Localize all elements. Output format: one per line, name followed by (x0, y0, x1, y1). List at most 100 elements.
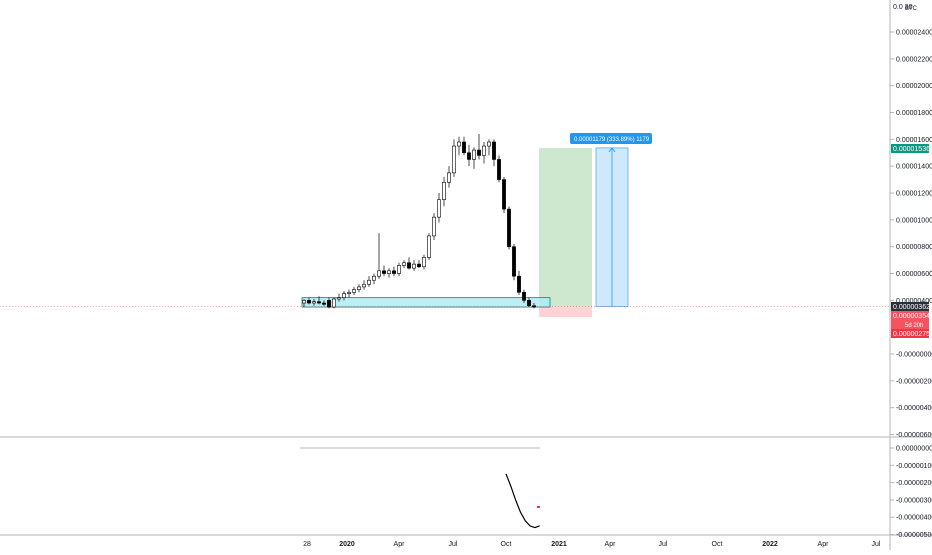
long-position-target-zone[interactable] (539, 147, 592, 307)
candle (362, 280, 366, 290)
price-tick-label: 0.00001800 (896, 110, 932, 117)
candle (302, 298, 306, 308)
price-tick-label: 0.00000600 (896, 271, 932, 278)
price-tick-label: 0.00002400 (896, 30, 932, 37)
candle (402, 260, 406, 269)
indicator-tick-label: -0.00000100 (896, 463, 932, 470)
candle-body (447, 172, 451, 183)
candle (382, 265, 386, 277)
candle (327, 297, 331, 309)
indicator-tick-label: -0.00000500 (896, 532, 932, 539)
candle-body (467, 152, 471, 160)
candle-body (357, 286, 361, 290)
candle (422, 254, 426, 270)
currency-label: BTC (905, 6, 918, 12)
time-tick-label: Jul (659, 541, 668, 548)
candle-body (347, 291, 351, 294)
candle (457, 136, 461, 156)
time-tick-label: Apr (605, 541, 617, 548)
indicator-tick-label: 0.00000000 (896, 446, 932, 453)
measure-tooltip-bg (570, 133, 652, 144)
stop-price-tag[interactable]: 0.00000275 (891, 329, 930, 338)
candle-body (332, 298, 336, 308)
entry-price-text: 0.00000354 (893, 313, 930, 320)
price-tick-label: 0.00001400 (896, 164, 932, 171)
candle-body (377, 270, 381, 277)
indicator-layer (300, 447, 540, 529)
indicator-tick-label: -0.00000300 (896, 497, 932, 504)
candle (462, 136, 466, 156)
candle (532, 303, 536, 309)
candle (512, 243, 516, 281)
candle (307, 297, 311, 305)
candle (522, 289, 526, 304)
candle (412, 260, 416, 271)
price-tick-label: 0.00002200 (896, 56, 932, 63)
time-tick-label: Jul (872, 541, 881, 548)
candle-body (362, 283, 366, 288)
candle-body (402, 262, 406, 266)
entry-price-tag-bg (891, 311, 929, 320)
candle (347, 289, 351, 298)
candle-body (457, 141, 461, 147)
candle-body (522, 291, 526, 301)
candle-body (452, 145, 456, 174)
candle (397, 262, 401, 277)
candle (312, 298, 316, 306)
candle (527, 297, 531, 308)
candle (357, 284, 361, 293)
stop-price-tag-bg (891, 329, 929, 338)
indicator-line (505, 473, 540, 529)
candle-body (517, 275, 521, 293)
candle (387, 268, 391, 278)
candle (317, 296, 321, 305)
candle-body (482, 145, 486, 156)
candle (392, 266, 396, 277)
current-price-text: 0.00000362 (893, 304, 930, 311)
candle (427, 233, 431, 261)
price-tick-label: 0.00001000 (896, 217, 932, 224)
candle-body (462, 141, 466, 154)
candle (502, 176, 506, 214)
time-tick-label: 28 (303, 541, 311, 548)
candle (497, 155, 501, 183)
long-position-stop-zone[interactable] (539, 306, 592, 318)
measure-tooltip[interactable]: 0.00001179 (333.89%) 1179 (570, 133, 652, 144)
candle (332, 297, 336, 309)
target-price-tag-bg (891, 144, 929, 153)
indicator-tick-label: -0.00000400 (896, 515, 932, 522)
candle (517, 270, 521, 295)
candle-body (392, 270, 396, 274)
indicator-marker (537, 506, 540, 508)
time-tick-label: Oct (501, 541, 512, 548)
candle-body (532, 305, 536, 308)
time-tick-label: Apr (818, 541, 830, 548)
candle-body (407, 262, 411, 269)
entry-price-tag[interactable]: 0.00000354 (891, 311, 930, 320)
time-axis[interactable]: 28 2020 Apr Jul Oct 2021 Apr Jul Oct 2022 Apr Jul (303, 541, 881, 548)
countdown-tag-bg (891, 320, 929, 329)
candle (437, 193, 441, 223)
candle (367, 276, 371, 287)
candle (477, 133, 481, 160)
candle-body (382, 270, 386, 274)
candle-body (387, 270, 391, 274)
candle-body (327, 300, 331, 308)
target-price-tag[interactable]: 0.00001536 (891, 144, 930, 153)
time-tick-label: 2021 (551, 541, 567, 548)
support-zone-rectangle[interactable] (301, 297, 551, 308)
price-tick-label: -0.00000200 (896, 378, 932, 385)
candle (417, 260, 421, 269)
current-price-tag[interactable]: 0.00000362 (891, 302, 930, 311)
candle-body (527, 300, 531, 307)
indicator-price-axis[interactable]: 0.00000000 -0.00000100 -0.00000200 -0.00000… (890, 446, 932, 540)
measure-tooltip-text: 0.00001179 (333.89%) 1179 (574, 137, 650, 143)
main-price-axis[interactable]: 0.00002400 0.00002200 0.00002000 0.00001800… (890, 30, 932, 440)
candle (472, 147, 476, 169)
candle (452, 139, 456, 177)
target-price-text: 0.00001536 (893, 146, 930, 153)
measure-arrow-head (608, 147, 616, 153)
current-price-tag-bg (891, 302, 929, 311)
